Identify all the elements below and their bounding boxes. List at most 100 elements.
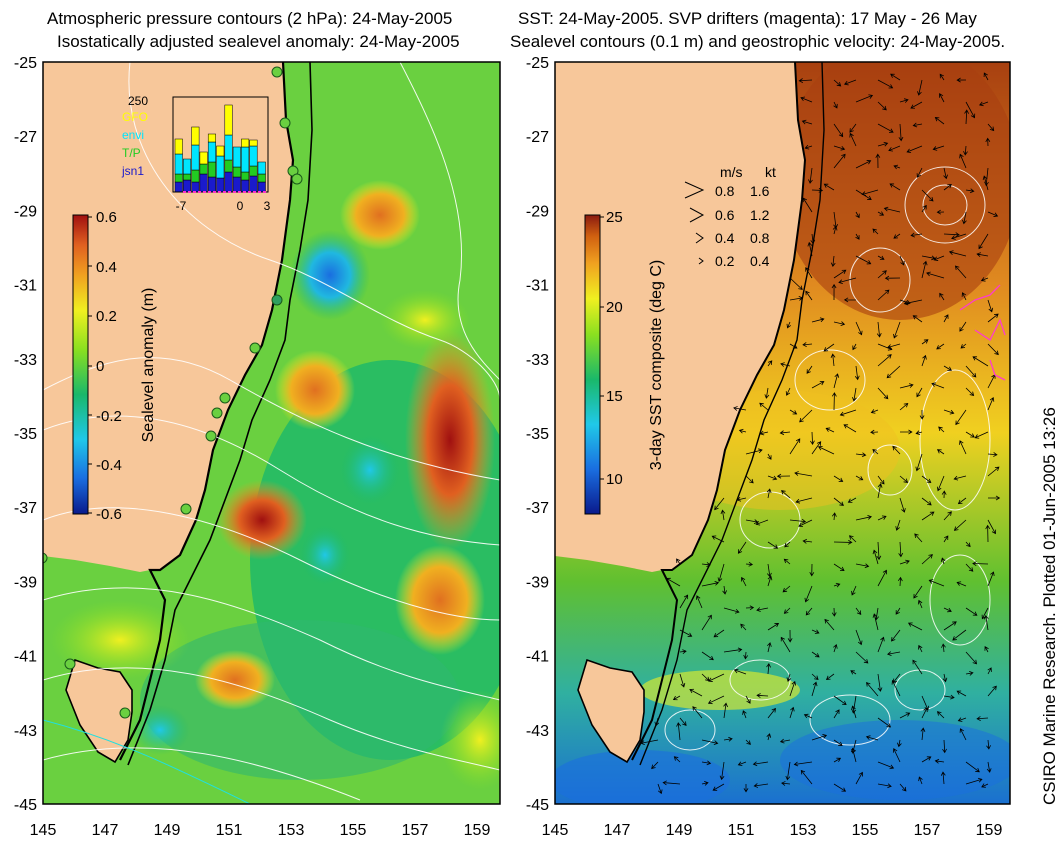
- velocity-arrow: [839, 409, 857, 417]
- svg-text:250: 250: [128, 94, 148, 108]
- velocity-arrow: [877, 343, 893, 351]
- velocity-arrow: [701, 614, 712, 631]
- velocity-arrow: [723, 607, 740, 614]
- velocity-arrow: [767, 563, 772, 578]
- velocity-arrow: [926, 271, 945, 279]
- velocity-arrow: [986, 761, 992, 773]
- velocity-arrow: [918, 644, 923, 653]
- velocity-arrow: [965, 670, 974, 676]
- tide-gauges: [43, 66, 303, 719]
- velocity-arrow: [921, 497, 932, 506]
- velocity-arrow: [701, 580, 720, 587]
- velocity-arrow: [838, 277, 857, 285]
- velocity-arrow: [767, 575, 773, 587]
- velocity-arrow: [959, 321, 967, 332]
- svg-text:1.2: 1.2: [750, 207, 770, 223]
- velocity-arrow: [965, 563, 974, 572]
- velocity-arrow: [855, 160, 872, 169]
- svg-text:0: 0: [96, 358, 104, 375]
- sla-colorbar-label: Sealevel anomaly (m): [140, 288, 157, 443]
- inset-bar: [183, 173, 192, 181]
- velocity-arrow: [877, 515, 887, 521]
- velocity-arrow: [877, 783, 892, 789]
- velocity-arrow: [877, 569, 888, 587]
- velocity-arrow: [965, 541, 971, 548]
- lat-label-right: -27: [526, 129, 549, 146]
- velocity-arrow: [707, 695, 725, 705]
- inset-bar: [241, 146, 250, 173]
- inset-bar: [183, 179, 192, 193]
- velocity-arrow: [943, 511, 952, 521]
- lon-label-right: 155: [852, 822, 879, 839]
- velocity-arrow: [943, 167, 948, 180]
- velocity-arrow: [943, 409, 955, 415]
- velocity-arrow: [936, 343, 945, 350]
- lat-label-left: -31: [14, 278, 37, 295]
- velocity-arrow: [910, 232, 923, 238]
- velocity-arrow: [676, 558, 681, 565]
- velocity-arrow: [742, 710, 747, 719]
- velocity-arrow: [978, 101, 989, 107]
- inset-bar: [199, 151, 208, 165]
- velocity-arrow: [877, 101, 887, 111]
- velocity-arrow: [982, 175, 989, 191]
- velocity-arrow: [877, 483, 883, 499]
- velocity-arrow: [955, 409, 967, 426]
- lon-label-left: 157: [402, 822, 429, 839]
- left-map-frame: [42, 61, 501, 805]
- velocity-arrow: [793, 761, 813, 767]
- velocity-arrow: [875, 153, 881, 169]
- inset-bar: [224, 134, 233, 161]
- velocity-arrow: [756, 693, 769, 698]
- velocity-arrow: [921, 339, 929, 345]
- velocity-arrow: [802, 342, 813, 347]
- velocity-arrow: [951, 233, 967, 240]
- velocity-arrow: [921, 756, 932, 763]
- legend-tp: T/P: [122, 146, 141, 160]
- velocity-arrow: [756, 607, 769, 612]
- velocity-arrow: [914, 533, 923, 543]
- svg-text:-0.2: -0.2: [96, 408, 122, 425]
- velocity-arrow: [877, 255, 885, 260]
- inset-bar: [232, 146, 241, 168]
- svg-text:20: 20: [606, 299, 623, 316]
- velocity-arrow: [767, 707, 776, 719]
- velocity-arrow: [789, 343, 798, 349]
- velocity-arrow: [983, 614, 989, 631]
- velocity-arrow: [811, 629, 820, 634]
- velocity-arrow: [802, 538, 813, 544]
- velocity-arrow: [780, 636, 791, 653]
- velocity-arrow: [833, 539, 853, 545]
- velocity-arrow: [936, 209, 945, 215]
- velocity-arrow: [833, 269, 847, 279]
- velocity-arrow: [808, 167, 813, 184]
- velocity-arrow: [825, 427, 835, 433]
- velocity-arrow: [960, 343, 967, 349]
- velocity-arrow: [972, 356, 989, 367]
- lat-label-right: -29: [526, 203, 549, 220]
- velocity-arrow: [833, 757, 842, 763]
- velocity-arrow: [743, 783, 749, 793]
- velocity-arrow: [855, 233, 860, 240]
- velocity-arrow: [745, 605, 755, 611]
- velocity-arrow: [855, 475, 864, 481]
- velocity-arrow: [833, 145, 846, 151]
- left-title-line1: Atmospheric pressure contours (2 hPa): 2…: [47, 9, 453, 28]
- velocity-arrow: [801, 119, 813, 125]
- velocity-arrow: [877, 717, 892, 728]
- svg-text:-0.4: -0.4: [96, 457, 122, 474]
- svg-text:25: 25: [606, 209, 623, 226]
- velocity-arrow: [833, 123, 844, 138]
- lat-label-right: -25: [526, 55, 549, 72]
- inset-bar: [191, 181, 200, 193]
- velocity-arrow: [889, 183, 901, 191]
- velocity-arrow: [883, 206, 901, 213]
- velocity-arrow: [787, 629, 793, 643]
- velocity-arrow: [810, 431, 815, 446]
- velocity-arrow: [943, 232, 960, 238]
- velocity-arrow: [965, 365, 977, 378]
- velocity-arrow: [921, 354, 927, 367]
- velocity-arrow: [877, 79, 894, 89]
- velocity-arrow: [849, 132, 857, 147]
